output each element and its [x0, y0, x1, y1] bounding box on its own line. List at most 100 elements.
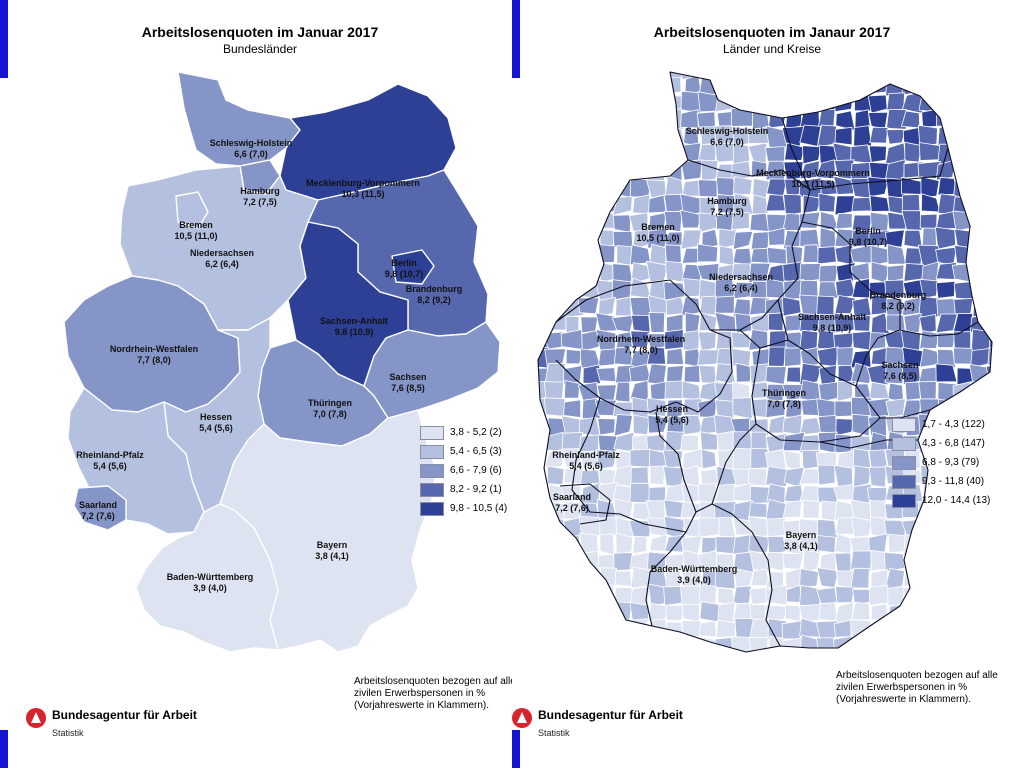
- kreis-cell[interactable]: [987, 449, 1006, 469]
- kreis-cell[interactable]: [904, 381, 921, 401]
- kreis-cell[interactable]: [598, 655, 614, 671]
- kreis-cell[interactable]: [681, 483, 701, 505]
- kreis-cell[interactable]: [545, 197, 566, 214]
- kreis-cell[interactable]: [986, 228, 1008, 248]
- kreis-cell[interactable]: [748, 91, 769, 114]
- kreis-cell[interactable]: [561, 128, 584, 146]
- kreis-cell[interactable]: [700, 653, 718, 670]
- kreis-cell[interactable]: [918, 61, 938, 80]
- kreis-cell[interactable]: [665, 260, 685, 284]
- kreis-cell[interactable]: [735, 362, 752, 383]
- kreis-cell[interactable]: [970, 533, 991, 555]
- kreis-cell[interactable]: [869, 195, 890, 212]
- kreis-cell[interactable]: [937, 126, 955, 147]
- kreis-cell[interactable]: [699, 601, 720, 623]
- kreis-cell[interactable]: [546, 553, 564, 572]
- kreis-cell[interactable]: [954, 536, 974, 555]
- kreis-cell[interactable]: [986, 263, 1007, 282]
- kreis-cell[interactable]: [561, 600, 584, 623]
- kreis-cell[interactable]: [679, 209, 702, 229]
- kreis-cell[interactable]: [935, 568, 957, 590]
- kreis-cell[interactable]: [969, 92, 992, 112]
- kreis-cell[interactable]: [988, 109, 1007, 130]
- kreis-cell[interactable]: [646, 146, 668, 163]
- kreis-cell[interactable]: [529, 244, 549, 267]
- kreis-cell[interactable]: [647, 654, 665, 674]
- kreis-cell[interactable]: [955, 75, 975, 96]
- kreis-cell[interactable]: [613, 125, 634, 147]
- kreis-cell[interactable]: [680, 109, 699, 129]
- kreis-cell[interactable]: [578, 211, 600, 233]
- kreis-cell[interactable]: [850, 567, 870, 589]
- kreis-cell[interactable]: [990, 211, 1007, 230]
- kreis-cell[interactable]: [921, 108, 939, 128]
- kreis-cell[interactable]: [765, 58, 784, 79]
- kreis-cell[interactable]: [681, 620, 703, 638]
- kreis-cell[interactable]: [783, 450, 801, 471]
- kreis-cell[interactable]: [852, 61, 872, 80]
- kreis-cell[interactable]: [816, 518, 838, 539]
- kreis-cell[interactable]: [866, 363, 889, 386]
- kreis-cell[interactable]: [815, 59, 837, 80]
- kreis-cell[interactable]: [851, 197, 872, 212]
- kreis-cell[interactable]: [854, 109, 871, 130]
- kreis-cell[interactable]: [646, 433, 666, 452]
- kreis-cell[interactable]: [630, 262, 652, 284]
- kreis-cell[interactable]: [749, 313, 770, 332]
- kreis-cell[interactable]: [649, 243, 667, 265]
- kreis-cell[interactable]: [546, 92, 566, 113]
- kreis-cell[interactable]: [918, 142, 941, 161]
- kreis-cell[interactable]: [632, 194, 651, 215]
- kreis-cell[interactable]: [699, 431, 718, 451]
- kreis-cell[interactable]: [732, 142, 751, 165]
- kreis-cell[interactable]: [599, 212, 616, 229]
- kreis-cell[interactable]: [647, 294, 668, 318]
- kreis-cell[interactable]: [545, 655, 567, 675]
- kreis-cell[interactable]: [901, 210, 923, 231]
- kreis-cell[interactable]: [837, 76, 855, 97]
- kreis-cell[interactable]: [935, 280, 956, 299]
- kreis-cell[interactable]: [595, 619, 618, 638]
- kreis-cell[interactable]: [579, 228, 600, 248]
- kreis-cell[interactable]: [560, 177, 584, 197]
- kreis-cell[interactable]: [717, 263, 737, 281]
- kreis-cell[interactable]: [971, 196, 991, 214]
- kreis-cell[interactable]: [547, 465, 565, 486]
- kreis-cell[interactable]: [598, 161, 618, 180]
- kreis-cell[interactable]: [578, 194, 601, 215]
- kreis-cell[interactable]: [900, 329, 922, 351]
- kreis-cell[interactable]: [680, 635, 703, 657]
- kreis-cell[interactable]: [649, 94, 667, 113]
- kreis-cell[interactable]: [954, 244, 974, 265]
- kreis-cell[interactable]: [985, 364, 1006, 386]
- kreis-cell[interactable]: [563, 399, 581, 418]
- kreis-cell[interactable]: [528, 295, 550, 318]
- kreis-cell[interactable]: [580, 603, 601, 624]
- kreis-cell[interactable]: [563, 210, 584, 232]
- kreis-cell[interactable]: [649, 465, 666, 486]
- kreis-cell[interactable]: [817, 313, 839, 334]
- kreis-cell[interactable]: [666, 655, 685, 674]
- kreis-cell[interactable]: [528, 635, 547, 654]
- kreis-cell[interactable]: [986, 126, 1006, 147]
- kreis-cell[interactable]: [597, 110, 618, 131]
- kreis-cell[interactable]: [850, 550, 873, 573]
- kreis-cell[interactable]: [969, 210, 991, 232]
- kreis-cell[interactable]: [919, 551, 940, 570]
- kreis-cell[interactable]: [529, 312, 549, 334]
- kreis-cell[interactable]: [919, 278, 939, 299]
- kreis-cell[interactable]: [597, 296, 616, 318]
- kreis-cell[interactable]: [937, 653, 957, 670]
- kreis-cell[interactable]: [629, 144, 649, 162]
- kreis-cell[interactable]: [612, 58, 634, 79]
- kreis-cell[interactable]: [834, 195, 855, 216]
- kreis-cell[interactable]: [986, 381, 1008, 403]
- kreis-cell[interactable]: [765, 92, 788, 114]
- kreis-cell[interactable]: [599, 533, 615, 556]
- kreis-cell[interactable]: [818, 192, 836, 213]
- kreis-cell[interactable]: [630, 314, 651, 333]
- kreis-cell[interactable]: [595, 636, 618, 655]
- kreis-cell[interactable]: [920, 603, 940, 622]
- kreis-cell[interactable]: [952, 518, 972, 538]
- kreis-cell[interactable]: [867, 94, 888, 114]
